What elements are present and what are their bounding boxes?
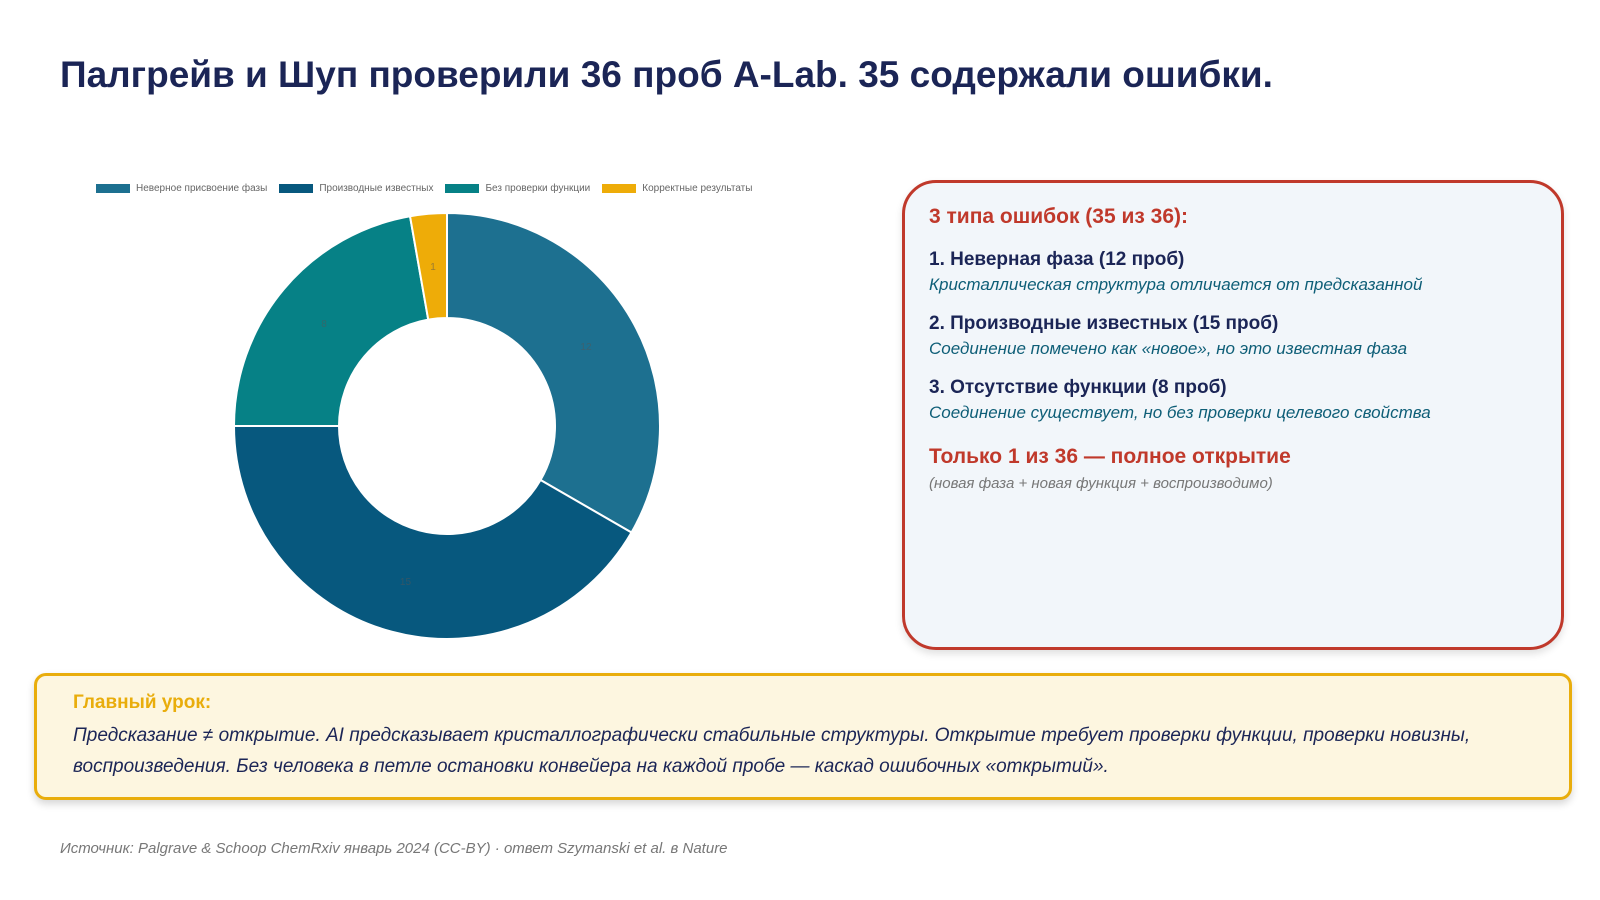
chart-legend: Неверное присвоение фазы Производные изв… — [96, 183, 752, 194]
slice-value-label: 12 — [580, 342, 592, 353]
donut-slice-4[interactable] — [408, 211, 448, 321]
error-title: 3. Отсутствие функции (8 проб) — [929, 377, 1227, 398]
legend-label: Без проверки функции — [485, 183, 591, 194]
key-lesson-box: Главный урок: Предсказание ≠ открытие. A… — [34, 673, 1572, 800]
legend-item-no-function[interactable]: Без проверки функции — [445, 183, 590, 194]
legend-label: Корректные результаты — [642, 183, 753, 194]
legend-item-wrong-phase[interactable]: Неверное присвоение фазы — [96, 183, 267, 194]
slice-value-label: 1 — [430, 262, 436, 273]
legend-label: Неверное присвоение фазы — [136, 183, 268, 194]
error-types-card: 3 типа ошибок (35 из 36): 1. Неверная фа… — [902, 180, 1564, 650]
error-item-wrong-phase: 1. Неверная фаза (12 проб) Кристаллическ… — [929, 247, 1537, 297]
legend-swatch — [602, 184, 637, 193]
slice-value-label: 15 — [400, 577, 412, 588]
error-description: Соединение существует, но без проверки ц… — [929, 403, 1431, 422]
legend-swatch — [445, 184, 480, 193]
card-heading: 3 типа ошибок (35 из 36): — [929, 205, 1189, 228]
donut-chart: 12 15 8 1 — [232, 211, 661, 640]
error-title: 1. Неверная фаза (12 проб) — [929, 249, 1185, 270]
legend-swatch — [96, 184, 130, 193]
lesson-heading: Главный урок: — [73, 692, 212, 713]
error-item-no-function: 3. Отсутствие функции (8 проб) Соединени… — [929, 375, 1537, 425]
donut-slice-3[interactable] — [232, 215, 430, 427]
donut-slice-1[interactable] — [446, 211, 661, 534]
lesson-text: Предсказание ≠ открытие. AI предсказывае… — [73, 725, 1471, 777]
error-title: 2. Производные известных (15 проб) — [929, 313, 1279, 334]
source-citation: Источник: Palgrave & Schoop ChemRxiv янв… — [60, 840, 728, 857]
discovery-note: (новая фаза + новая функция + воспроизво… — [929, 475, 1273, 492]
legend-swatch — [279, 184, 314, 193]
error-description: Соединение помечено как «новое», но это … — [929, 339, 1408, 358]
error-description: Кристаллическая структура отличается от … — [929, 275, 1423, 294]
donut-slice-2[interactable] — [232, 425, 633, 640]
discovery-summary: Только 1 из 36 — полное открытие — [929, 445, 1291, 468]
chart-area: Неверное присвоение фазы Производные изв… — [60, 170, 860, 660]
page-title: Палгрейв и Шуп проверили 36 проб A-Lab. … — [60, 54, 1273, 95]
slice-value-label: 8 — [321, 319, 327, 330]
legend-item-derivatives[interactable]: Производные известных — [279, 183, 433, 194]
legend-label: Производные известных — [319, 183, 434, 194]
legend-item-correct[interactable]: Корректные результаты — [602, 183, 752, 194]
error-item-derivatives: 2. Производные известных (15 проб) Соеди… — [929, 311, 1537, 361]
